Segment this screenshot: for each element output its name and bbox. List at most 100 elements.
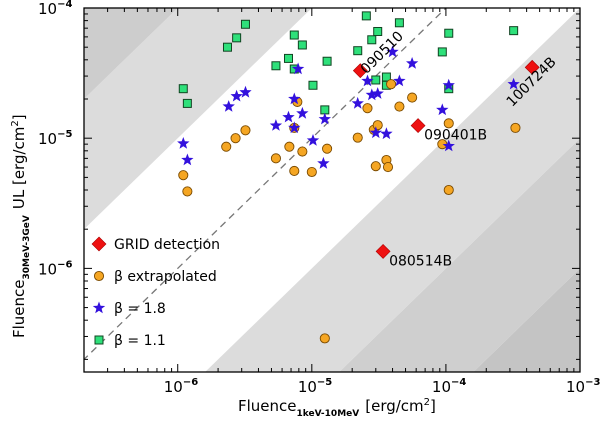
point-circle-extrapolated (386, 79, 397, 90)
point-star-1-8 (365, 88, 378, 101)
point-star-1-8 (380, 127, 393, 140)
legend-item: GRID detection (91, 236, 220, 253)
point-diamond-grid-detection (524, 59, 540, 75)
point-square-1-1 (367, 35, 377, 45)
point-square-1-1 (308, 80, 318, 90)
point-circle-extrapolated (306, 166, 317, 178)
legend-label: GRID detection (114, 237, 220, 253)
point-square-1-1 (361, 11, 371, 21)
point-square-1-1 (437, 47, 447, 57)
point-circle-extrapolated (443, 184, 454, 196)
point-star-1-8 (393, 74, 406, 87)
point-circle-extrapolated (297, 146, 308, 157)
point-circle-extrapolated (289, 165, 300, 177)
legend-item: β = 1.8 (92, 301, 166, 317)
point-star-1-8 (317, 156, 330, 169)
point-star-1-8 (181, 153, 194, 166)
point-star-1-8 (288, 121, 301, 134)
point-square-1-1 (232, 33, 242, 43)
point-circle-extrapolated (370, 161, 381, 172)
x-tick-label: 10−5 (298, 377, 332, 396)
x-axis-title: Fluence1keV-10MeV [erg/cm2] (238, 397, 436, 419)
point-star-1-8 (406, 57, 419, 69)
x-tick-label: 10−6 (164, 377, 198, 396)
x-tick-labels: 10−6 10−5 10−4 10−3 (164, 377, 600, 396)
point-diamond-grid-detection (410, 118, 426, 133)
point-circle-extrapolated (322, 143, 333, 154)
legend-item: β extrapolated (93, 269, 217, 285)
point-star-1-8 (386, 45, 399, 58)
y-tick-label: 10−6 (38, 259, 72, 278)
point-square-1-1 (289, 30, 299, 40)
point-square-1-1 (444, 28, 454, 38)
point-square-1-1 (297, 40, 307, 50)
point-diamond-grid-detection (352, 63, 368, 79)
point-circle-extrapolated (230, 133, 241, 144)
point-circle-extrapolated (510, 122, 521, 133)
point-star-1-8 (442, 78, 455, 91)
point-square-1-1 (371, 75, 381, 85)
point-circle-extrapolated (319, 333, 330, 344)
legend-item: β = 1.1 (94, 333, 166, 349)
point-circle-extrapolated (443, 118, 454, 129)
point-square-1-1 (178, 84, 188, 94)
point-circle-extrapolated (284, 141, 295, 152)
point-square-1-1 (240, 19, 250, 29)
point-circle-extrapolated (352, 132, 363, 143)
point-square-1-1 (394, 18, 404, 28)
point-star-1-8 (361, 74, 374, 87)
x-tick-label: 10−3 (566, 377, 600, 396)
annotation-090401b: 090401B (424, 128, 487, 144)
point-star-1-8 (371, 87, 384, 99)
legend-marker-diamond (91, 236, 107, 252)
point-square-1-1 (353, 46, 363, 56)
y-tick-label: 10−5 (38, 129, 72, 148)
point-star-1-8 (507, 77, 520, 90)
plot-frame (83, 7, 581, 373)
y-axis-title: Fluence30MeV-3GeVUL [erg/cm2] (10, 114, 32, 338)
point-star-1-8 (442, 139, 455, 152)
legend-label: β extrapolated (114, 269, 217, 285)
point-square-1-1 (222, 42, 232, 52)
point-star-1-8 (291, 62, 305, 75)
point-square-1-1 (283, 53, 293, 63)
annotation-080514b: 080514B (389, 253, 452, 269)
legend-marker-star (92, 301, 106, 314)
point-diamond-grid-detection (375, 243, 391, 259)
point-square-1-1 (381, 72, 391, 82)
point-star-1-8 (351, 96, 364, 109)
legend: GRID detection β extrapolated β = 1.8 β = 1… (91, 236, 220, 349)
point-star-1-8 (369, 126, 382, 139)
point-star-1-8 (318, 112, 331, 125)
point-square-1-1 (509, 26, 519, 36)
point-square-1-1 (271, 61, 281, 71)
point-circle-extrapolated (270, 153, 281, 164)
point-circle-extrapolated (178, 170, 189, 181)
point-star-1-8 (177, 137, 190, 149)
x-tick-label: 10−4 (432, 377, 466, 396)
point-star-1-8 (239, 85, 252, 98)
point-square-1-1 (320, 105, 330, 115)
point-star-1-8 (296, 106, 309, 119)
point-circle-extrapolated (382, 162, 394, 173)
point-square-1-1 (322, 56, 332, 66)
point-circle-extrapolated (182, 186, 193, 197)
point-circle-extrapolated (240, 125, 251, 136)
y-tick-labels: 10−6 10−5 10−4 (38, 0, 72, 278)
legend-marker-circle (93, 270, 105, 282)
point-star-1-8 (306, 134, 320, 146)
point-star-1-8 (222, 100, 235, 112)
data-points (177, 11, 540, 344)
point-star-1-8 (230, 89, 243, 102)
band-ratio-above-100 (84, 8, 178, 100)
point-square-1-1 (182, 98, 192, 108)
point-square-1-1 (373, 26, 383, 36)
point-star-1-8 (269, 119, 283, 131)
point-star-1-8 (436, 103, 449, 116)
y-tick-label: 10−4 (38, 0, 72, 18)
legend-label: β = 1.8 (114, 301, 166, 317)
point-star-1-8 (288, 92, 301, 105)
